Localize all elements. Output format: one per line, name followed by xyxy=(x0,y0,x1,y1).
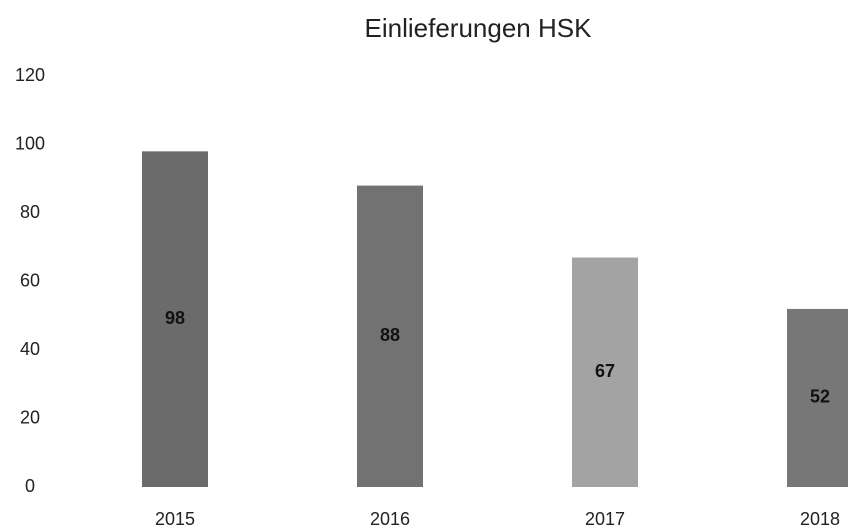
x-tick-label: 2016 xyxy=(370,509,410,529)
bar xyxy=(787,308,848,487)
y-tick-label: 20 xyxy=(20,407,40,427)
value-label: 52 xyxy=(810,387,830,407)
bar xyxy=(357,185,423,487)
bar xyxy=(572,257,638,487)
y-tick-label: 40 xyxy=(20,339,40,359)
y-tick-label: 0 xyxy=(25,476,35,496)
bar xyxy=(142,151,208,487)
chart-title: Einlieferungen HSK xyxy=(365,13,593,43)
y-tick-label: 60 xyxy=(20,270,40,290)
y-tick-label: 120 xyxy=(15,65,45,85)
value-label: 98 xyxy=(165,308,185,328)
y-tick-label: 80 xyxy=(20,202,40,222)
x-tick-label: 2018 xyxy=(800,509,840,529)
y-tick-label: 100 xyxy=(15,133,45,153)
x-tick-label: 2015 xyxy=(155,509,195,529)
value-label: 67 xyxy=(595,361,615,381)
value-label: 88 xyxy=(380,325,400,345)
x-tick-label: 2017 xyxy=(585,509,625,529)
